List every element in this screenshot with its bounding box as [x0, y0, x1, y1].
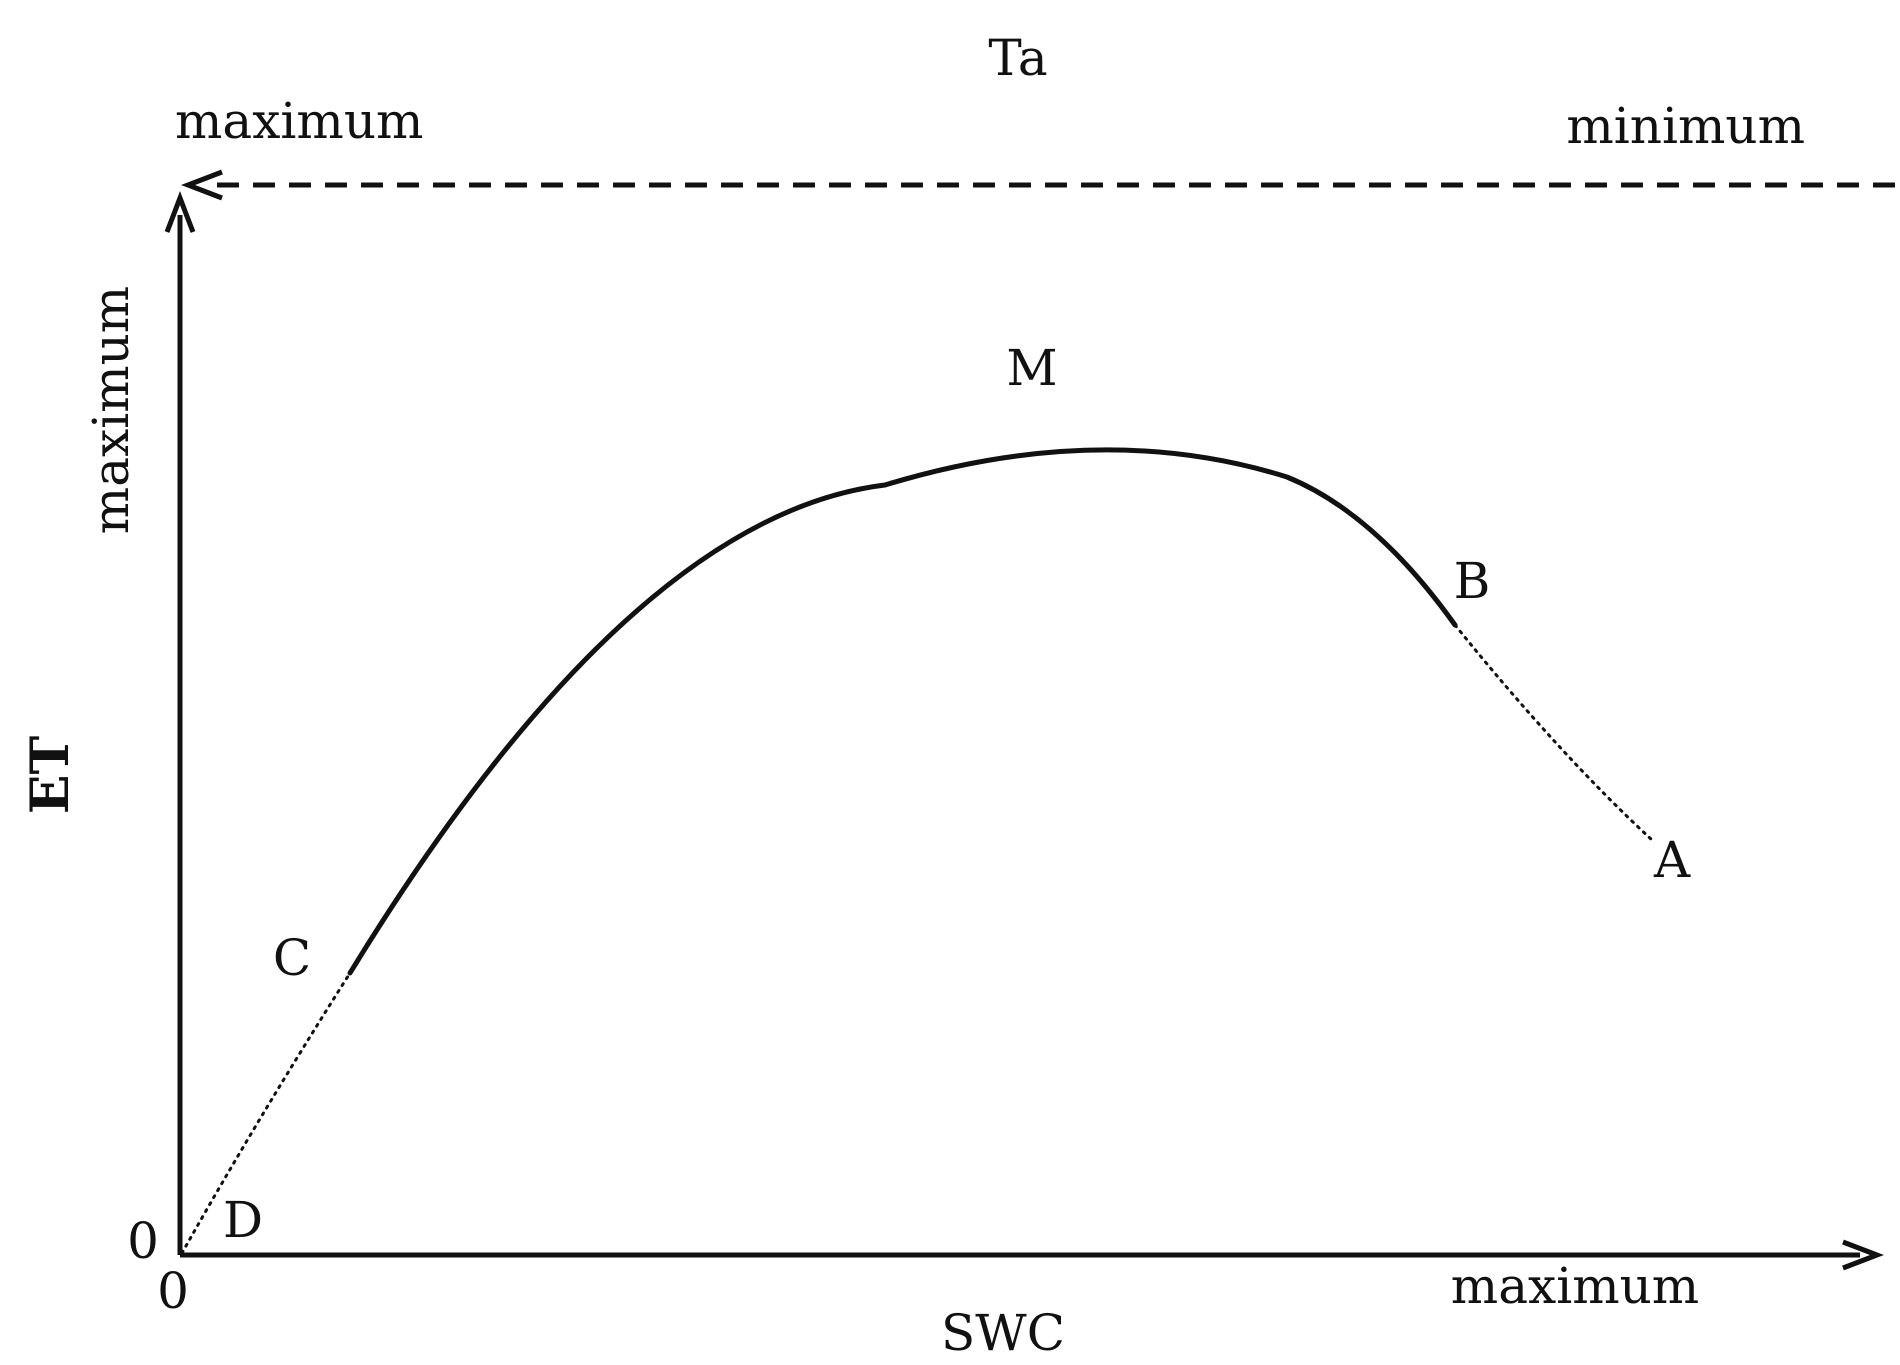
- x-axis-arrowhead-icon: [1842, 1239, 1885, 1271]
- y-axis-title: ET: [20, 736, 81, 815]
- point-label-d: D: [223, 1191, 263, 1249]
- curve-segment-c-to-b: [347, 447, 1458, 976]
- y-axis-max-label: maximum: [82, 286, 140, 534]
- curve-segment-d-to-c: [180, 971, 352, 1255]
- ta-axis-max-label: maximum: [175, 92, 423, 150]
- x-axis-origin-label: 0: [157, 1262, 189, 1320]
- point-label-m: M: [1006, 339, 1057, 397]
- ta-arrowhead-icon: [180, 169, 223, 201]
- point-label-c: C: [273, 929, 311, 987]
- point-label-b: B: [1454, 552, 1491, 610]
- x-axis-max-label: maximum: [1451, 1257, 1699, 1315]
- x-axis-title: SWC: [941, 1304, 1065, 1362]
- curve-segment-b-to-a: [1453, 623, 1654, 842]
- point-label-a: A: [1653, 831, 1691, 889]
- y-axis-origin-label: 0: [127, 1212, 159, 1270]
- y-axis-arrowhead-icon: [164, 190, 196, 233]
- ta-axis-min-label: minimum: [1566, 97, 1805, 155]
- ta-axis-title: Ta: [988, 29, 1047, 87]
